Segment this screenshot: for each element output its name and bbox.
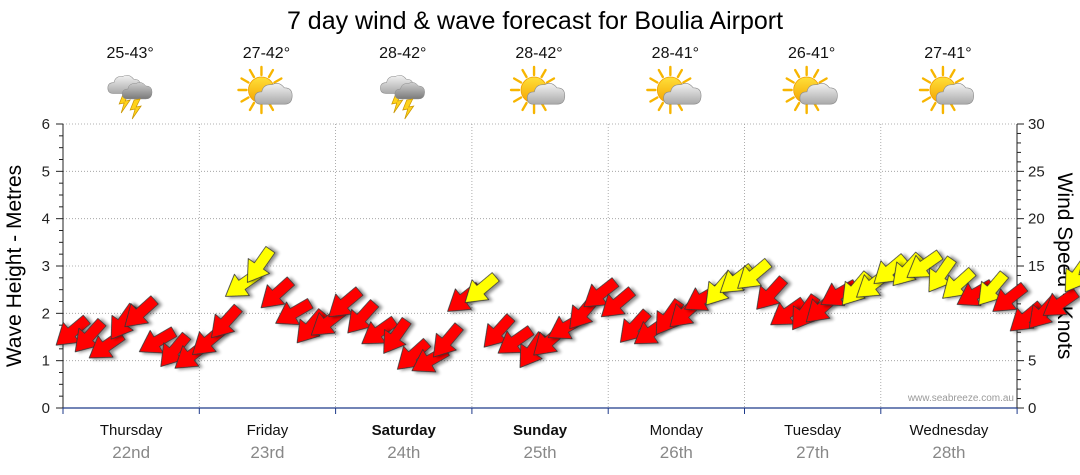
day-date: 26th bbox=[660, 443, 693, 462]
wind-arrow bbox=[978, 270, 1009, 306]
cloud-icon bbox=[799, 83, 838, 105]
left-tick-label: 0 bbox=[42, 400, 50, 417]
wind-arrow bbox=[383, 317, 412, 354]
cloud-icon bbox=[527, 83, 566, 105]
right-tick-label: 0 bbox=[1028, 400, 1036, 417]
chart-title: 7 day wind & wave forecast for Boulia Ai… bbox=[287, 7, 783, 35]
storm-cloud-icon bbox=[107, 74, 153, 120]
day-date: 27th bbox=[796, 443, 829, 462]
wind-arrow bbox=[942, 267, 977, 299]
wind-arrow bbox=[1042, 287, 1080, 316]
right-tick-label: 30 bbox=[1028, 116, 1045, 133]
right-axis-title: Wind Speed - Knots bbox=[1053, 173, 1076, 360]
wind-arrow bbox=[211, 303, 243, 339]
wind-arrow bbox=[138, 326, 178, 354]
right-tick-label: 20 bbox=[1028, 211, 1045, 228]
day-name: Saturday bbox=[372, 422, 437, 439]
day-date: 23rd bbox=[250, 443, 284, 462]
cloud-icon bbox=[935, 83, 974, 105]
temperature-range: 28-41° bbox=[652, 45, 699, 62]
left-tick-label: 4 bbox=[42, 211, 50, 228]
temperature-range: 27-41° bbox=[924, 45, 971, 62]
left-axis-title: Wave Height - Metres bbox=[3, 165, 26, 367]
wind-arrows bbox=[55, 243, 1080, 373]
day-date: 25th bbox=[524, 443, 557, 462]
wind-arrow bbox=[992, 282, 1029, 312]
wind-arrow bbox=[328, 286, 364, 318]
wind-arrow bbox=[600, 286, 636, 318]
temperature-range: 27-42° bbox=[243, 45, 290, 62]
left-tick-label: 6 bbox=[42, 116, 50, 133]
wind-arrow bbox=[160, 331, 192, 367]
lightning-bolt-icon bbox=[402, 98, 415, 120]
wind-arrow bbox=[483, 313, 516, 348]
cloud-icon bbox=[254, 83, 293, 105]
sun-cloud-icon bbox=[509, 65, 566, 115]
left-tick-label: 5 bbox=[42, 163, 50, 180]
daily-temperatures: 25-43° 27-42° 28-42° 28-42° 28-41° 26-41° 27-4… bbox=[106, 45, 971, 62]
day-date: 22nd bbox=[112, 443, 150, 462]
cloud-icon bbox=[394, 82, 425, 100]
wind-arrow bbox=[124, 295, 159, 328]
wind-arrow bbox=[247, 246, 276, 283]
right-tick-label: 25 bbox=[1028, 163, 1045, 180]
wind-arrow bbox=[497, 325, 535, 354]
lightning-bolt-icon bbox=[129, 98, 142, 120]
wind-arrow bbox=[464, 272, 500, 303]
wind-arrow bbox=[906, 249, 944, 278]
temperature-range: 25-43° bbox=[106, 45, 153, 62]
day-name: Friday bbox=[247, 422, 289, 439]
wind-arrow bbox=[397, 338, 432, 370]
right-tick-label: 5 bbox=[1028, 353, 1036, 370]
temperature-range: 26-41° bbox=[788, 45, 835, 62]
sun-cloud-icon bbox=[646, 65, 702, 115]
day-labels: Thursday 22nd Friday 23rd Saturday 24th Sunday… bbox=[100, 422, 989, 462]
wind-arrow bbox=[275, 298, 314, 325]
wind-arrow bbox=[433, 322, 464, 358]
wind-arrow bbox=[74, 318, 107, 353]
credit-text: www.seabreeze.com.au bbox=[907, 393, 1014, 404]
day-name: Wednesday bbox=[909, 422, 988, 439]
right-tick-label: 15 bbox=[1028, 258, 1045, 275]
wind-arrow bbox=[347, 299, 380, 334]
wind-arrow bbox=[620, 308, 652, 343]
sun-cloud-icon bbox=[918, 65, 974, 115]
day-date: 24th bbox=[387, 443, 420, 462]
day-name: Monday bbox=[650, 422, 704, 439]
day-name: Tuesday bbox=[784, 422, 841, 439]
wind-arrow bbox=[55, 314, 91, 346]
temperature-range: 28-42° bbox=[379, 45, 426, 62]
left-tick-label: 3 bbox=[42, 258, 50, 275]
wind-arrow bbox=[583, 277, 620, 308]
sun-cloud-icon bbox=[237, 65, 293, 115]
cloud-icon bbox=[122, 82, 153, 100]
storm-cloud-icon bbox=[380, 74, 425, 120]
day-date: 28th bbox=[932, 443, 965, 462]
day-name: Thursday bbox=[100, 422, 163, 439]
wind-arrow bbox=[737, 258, 773, 289]
cloud-icon bbox=[663, 83, 702, 105]
wind-arrow bbox=[756, 275, 788, 310]
temperature-range: 28-42° bbox=[515, 45, 562, 62]
left-tick-label: 1 bbox=[42, 353, 50, 370]
sun-cloud-icon bbox=[782, 65, 838, 115]
day-name: Sunday bbox=[513, 422, 568, 439]
wind-arrow bbox=[260, 276, 295, 309]
left-tick-label: 2 bbox=[42, 305, 50, 322]
grid-lines bbox=[63, 123, 1017, 408]
weather-icons bbox=[107, 65, 974, 120]
